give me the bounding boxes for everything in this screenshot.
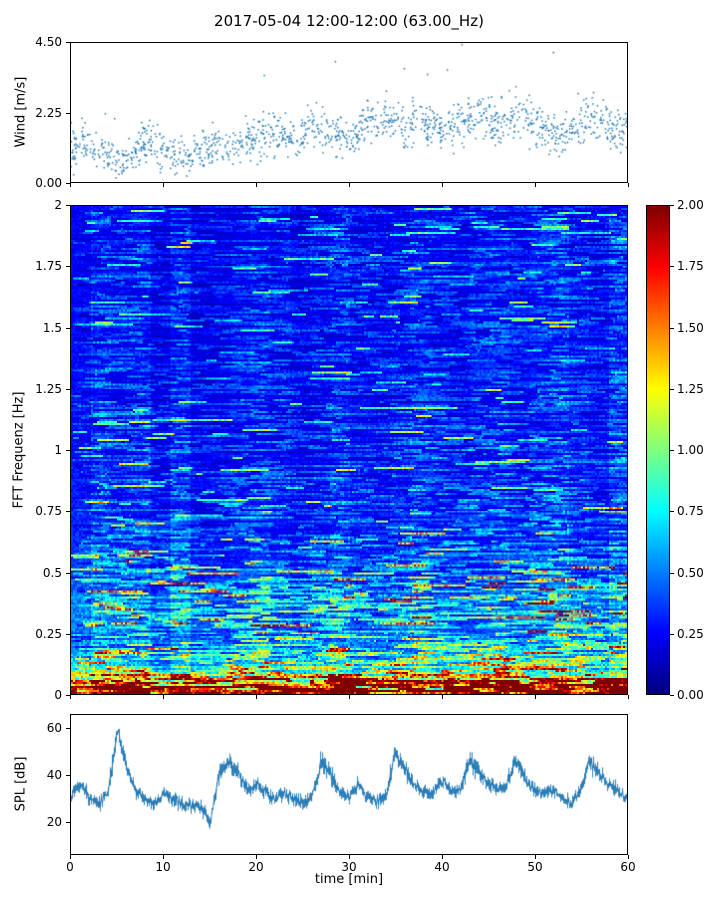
x-tick-label: 50 (527, 860, 543, 874)
tick-mark (670, 450, 674, 451)
x-tick-label: 60 (620, 860, 636, 874)
tick-mark (349, 695, 350, 699)
spectrogram-panel (70, 205, 628, 695)
tick-mark (670, 266, 674, 267)
tick-mark (628, 695, 629, 699)
tick-mark (442, 183, 443, 187)
colorbar-tick-label: 1.25 (677, 382, 704, 396)
spl-y-axis-label: SPL [dB] (13, 756, 29, 812)
tick-mark (670, 205, 674, 206)
tick-mark (66, 183, 70, 184)
x-axis-label: time [min] (314, 872, 384, 887)
colorbar-tick-label: 1.00 (677, 443, 704, 457)
tick-mark (163, 695, 164, 699)
x-tick-label: 0 (66, 860, 74, 874)
tick-mark (70, 695, 71, 699)
tick-mark (163, 183, 164, 187)
wind-ytick-label: 0.00 (35, 176, 62, 190)
tick-mark (66, 634, 70, 635)
colorbar-tick-label: 0.00 (677, 688, 704, 702)
tick-mark (66, 328, 70, 329)
fft-ytick-label: 0.5 (42, 566, 62, 580)
colorbar-panel (646, 205, 670, 695)
fft-ytick-label: 1.5 (42, 321, 62, 335)
fft-ytick-label: 0 (54, 688, 62, 702)
spl-line-panel (70, 714, 628, 855)
tick-mark (628, 183, 629, 187)
x-tick-label: 40 (434, 860, 450, 874)
tick-mark (256, 855, 257, 859)
fft-ytick-label: 0.75 (35, 504, 62, 518)
fft-ytick-label: 1.25 (35, 382, 62, 396)
tick-mark (535, 695, 536, 699)
tick-mark (163, 855, 164, 859)
tick-mark (66, 695, 70, 696)
tick-mark (349, 183, 350, 187)
tick-mark (66, 822, 70, 823)
colorbar-tick-label: 0.50 (677, 566, 704, 580)
spl-ytick-label: 20 (46, 815, 62, 829)
colorbar-tick-label: 2.00 (677, 198, 704, 212)
tick-mark (70, 183, 71, 187)
wind-ytick-label: 2.25 (35, 106, 62, 120)
colorbar (647, 206, 669, 694)
tick-mark (66, 266, 70, 267)
tick-mark (349, 855, 350, 859)
tick-mark (66, 205, 70, 206)
tick-mark (66, 775, 70, 776)
wind-scatter-plot (71, 43, 627, 182)
wind-ytick-label: 4.50 (35, 35, 62, 49)
fft-ytick-label: 1 (54, 443, 62, 457)
x-tick-label: 30 (341, 860, 357, 874)
tick-mark (442, 855, 443, 859)
tick-mark (66, 42, 70, 43)
tick-mark (66, 573, 70, 574)
x-tick-label: 20 (248, 860, 264, 874)
colorbar-tick-label: 1.50 (677, 321, 704, 335)
spl-line-plot (71, 715, 627, 854)
tick-mark (70, 855, 71, 859)
tick-mark (670, 573, 674, 574)
tick-mark (256, 695, 257, 699)
tick-mark (66, 113, 70, 114)
colorbar-tick-label: 0.25 (677, 627, 704, 641)
tick-mark (66, 728, 70, 729)
wind-scatter-panel (70, 42, 628, 183)
spl-ytick-label: 40 (46, 768, 62, 782)
fft-ytick-label: 1.75 (35, 259, 62, 273)
tick-mark (66, 511, 70, 512)
tick-mark (670, 634, 674, 635)
tick-mark (628, 855, 629, 859)
chart-title: 2017-05-04 12:00-12:00 (63.00_Hz) (214, 12, 484, 30)
tick-mark (442, 695, 443, 699)
colorbar-tick-label: 1.75 (677, 259, 704, 273)
spl-ytick-label: 60 (46, 721, 62, 735)
spectrogram-heatmap (71, 206, 627, 694)
tick-mark (256, 183, 257, 187)
tick-mark (66, 450, 70, 451)
tick-mark (535, 183, 536, 187)
tick-mark (66, 389, 70, 390)
tick-mark (670, 511, 674, 512)
fft-ytick-label: 2 (54, 198, 62, 212)
fft-ytick-label: 0.25 (35, 627, 62, 641)
tick-mark (670, 695, 674, 696)
tick-mark (670, 328, 674, 329)
tick-mark (670, 389, 674, 390)
colorbar-tick-label: 0.75 (677, 504, 704, 518)
tick-mark (535, 855, 536, 859)
x-tick-label: 10 (155, 860, 171, 874)
